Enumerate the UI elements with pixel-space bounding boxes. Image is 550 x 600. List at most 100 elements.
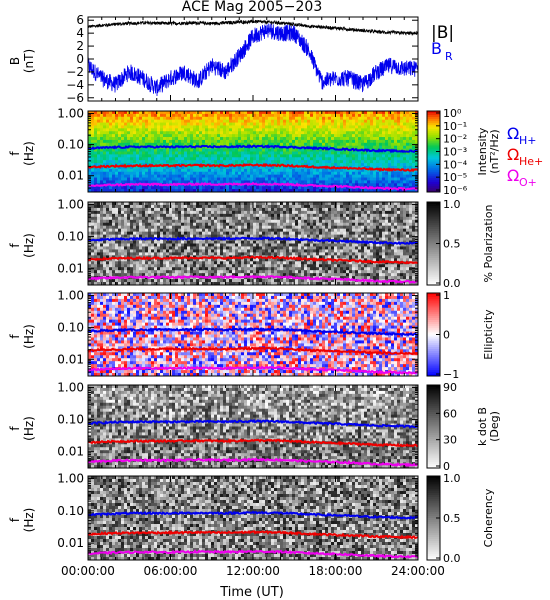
spectrogram-cell: [358, 154, 362, 158]
spectrogram-cell: [91, 216, 95, 221]
y-axis-label-main: f: [8, 151, 22, 156]
spectrogram-cell: [175, 222, 179, 227]
spectrogram-cell: [310, 189, 314, 193]
spectrogram-cell: [250, 213, 254, 218]
spectrogram-cell: [196, 168, 200, 173]
spectrogram-cell: [133, 231, 137, 235]
spectrogram-cell: [337, 180, 341, 184]
spectrogram-cell: [412, 134, 416, 138]
spectrogram-cell: [310, 142, 314, 147]
spectrogram-cell: [406, 177, 410, 181]
spectrogram-cell: [154, 157, 158, 161]
spectrogram-cell: [214, 234, 218, 238]
spectrogram-cell: [358, 234, 362, 238]
spectrogram-cell: [295, 168, 299, 173]
spectrogram-cell: [127, 171, 131, 176]
spectrogram-cell: [250, 151, 254, 155]
spectrogram-cell: [400, 131, 404, 135]
spectrogram-cell: [103, 160, 107, 164]
spectrogram-cell: [142, 234, 146, 238]
spectrogram-cell: [343, 207, 347, 212]
spectrogram-cell: [277, 116, 281, 121]
spectrogram-cell: [100, 168, 104, 173]
spectrogram-cell: [97, 234, 101, 238]
spectrogram-cell: [334, 145, 338, 149]
spectrogram-cell: [121, 174, 125, 178]
spectrogram-cell: [241, 116, 245, 121]
spectrogram-cell: [346, 125, 350, 129]
spectrogram-cell: [355, 171, 359, 176]
spectrogram-cell: [229, 186, 233, 190]
spectrogram-cell: [337, 160, 341, 164]
spectrogram-cell: [412, 174, 416, 178]
spectrogram-cell: [157, 210, 161, 215]
spectrogram-cell: [124, 228, 128, 233]
spectrogram-cell: [403, 154, 407, 158]
spectrogram-cell: [265, 234, 269, 238]
spectrogram-cell: [208, 186, 212, 190]
spectrogram-cell: [373, 119, 377, 123]
spectrogram-cell: [106, 168, 110, 173]
spectrogram-cell: [406, 151, 410, 155]
spectrogram-cell: [265, 125, 269, 129]
spectrogram-cell: [301, 168, 305, 173]
spectrogram-cell: [133, 210, 137, 215]
spectrogram-cell: [295, 125, 299, 129]
spectrogram-cell: [379, 116, 383, 121]
spectrogram-cell: [112, 122, 116, 126]
spectrogram-cell: [199, 160, 203, 164]
spectrogram-cell: [367, 116, 371, 121]
spectrogram-cell: [292, 240, 296, 244]
spectrogram-cell: [256, 157, 260, 161]
spectrogram-cell: [412, 122, 416, 126]
spectrogram-cell: [313, 219, 317, 224]
spectrogram-cell: [190, 174, 194, 178]
spectrogram-cell: [112, 204, 116, 209]
spectrogram-cell: [268, 225, 272, 230]
spectrogram-cell: [400, 183, 404, 187]
spectrogram-cell: [169, 125, 173, 129]
spectrogram-cell: [319, 148, 323, 152]
spectrogram-cell: [94, 119, 98, 123]
spectrogram-cell: [403, 177, 407, 181]
spectrogram-cell: [409, 128, 413, 132]
spectrogram-cell: [235, 113, 239, 118]
spectrogram-cell: [400, 111, 404, 115]
spectrogram-cell: [259, 171, 263, 176]
spectrogram-cell: [307, 111, 311, 115]
spectrogram-cell: [409, 228, 413, 233]
spectrogram-cell: [277, 165, 281, 170]
spectrogram-cell: [151, 168, 155, 173]
spectrogram-cell: [319, 157, 323, 161]
spectrogram-cell: [238, 234, 242, 238]
spectrogram-cell: [211, 116, 215, 121]
spectrogram-cell: [283, 177, 287, 181]
spectrogram-cell: [364, 128, 368, 132]
spectrogram-cell: [157, 119, 161, 123]
spectrogram-cell: [121, 186, 125, 190]
spectrogram-cell: [364, 116, 368, 121]
spectrogram-cell: [193, 189, 197, 193]
spectrogram-cell: [367, 145, 371, 149]
spectrogram-cell: [412, 137, 416, 141]
spectrogram-cell: [202, 151, 206, 155]
spectrogram-cell: [364, 165, 368, 170]
spectrogram-cell: [331, 111, 335, 115]
spectrogram-cell: [349, 237, 353, 241]
spectrogram-cell: [94, 168, 98, 173]
spectrogram-cell: [109, 219, 113, 224]
spectrogram-cell: [352, 237, 356, 241]
spectrogram-cell: [88, 148, 92, 152]
spectrogram-cell: [349, 207, 353, 212]
spectrogram-cell: [313, 157, 317, 161]
spectrogram-cell: [229, 142, 233, 147]
spectrogram-cell: [394, 122, 398, 126]
spectrogram-cell: [235, 207, 239, 212]
spectrogram-cell: [364, 213, 368, 218]
spectrogram-cell: [256, 142, 260, 147]
spectrogram-cell: [289, 234, 293, 238]
spectrogram-cell: [367, 183, 371, 187]
spectrogram-cell: [178, 171, 182, 176]
spectrogram-cell: [316, 113, 320, 118]
spectrogram-cell: [202, 202, 206, 206]
